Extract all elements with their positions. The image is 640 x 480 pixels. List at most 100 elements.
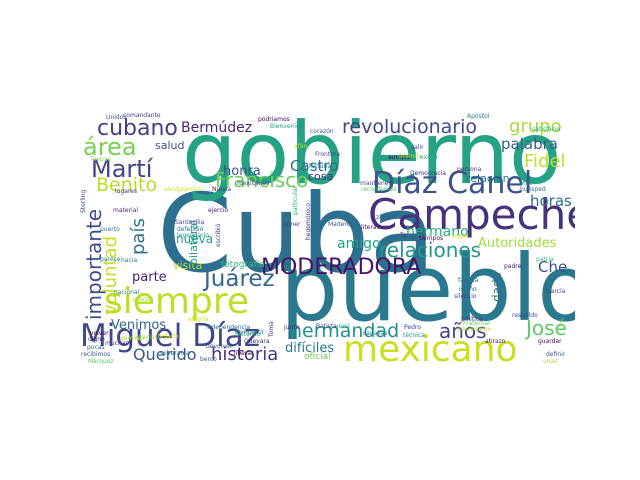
word: Villa [520,180,533,187]
word: puesto [133,296,154,303]
word: Batista [316,323,337,330]
word: técnica [403,332,425,339]
word: digno [88,336,105,343]
word: Santacilia [175,219,205,226]
word: Castro [290,157,339,175]
word: Frontera [315,151,341,158]
word: Democracia [410,170,446,177]
word: Madero [328,221,351,228]
word: Miguel Díaz [80,318,260,354]
word: compartir [235,329,265,336]
word: revolucionario [342,116,478,138]
word: patria [536,256,554,263]
word: hermandad [290,320,400,342]
word: defendió [177,226,204,233]
word: comandante [123,112,161,119]
word: venir [335,323,351,330]
word: fortuna [309,163,331,170]
word: material [113,207,139,214]
word: tiempos [419,235,444,242]
word: honra [223,164,261,179]
word: hermano [406,224,469,240]
word: voluntad [100,236,121,315]
word: periodismo [458,326,492,333]
word: junto [284,324,300,331]
word: mexicanas [237,180,270,187]
word: Pedro [404,324,421,331]
word: nacional [114,289,140,296]
word: siempre [104,281,249,322]
word: García [546,288,566,295]
word: área [83,133,137,161]
word: familia [458,277,479,284]
word: Juárez [204,266,275,292]
word: corazón [310,128,334,135]
word: nueva [176,232,214,246]
word: Cuba [157,172,436,297]
word: Che [538,258,568,276]
word: cubano [97,116,178,141]
word: política [461,316,483,323]
word: parece [100,256,121,263]
word: ejerció [208,207,229,214]
word: escribió [215,223,222,247]
word: afán [294,143,308,150]
word: existir [420,154,439,161]
word: amigo [337,236,381,252]
word: berco [200,356,217,363]
word: Unidos [106,114,127,121]
word: podriamos [258,116,290,123]
word: Venimos [111,318,167,333]
word: persona [457,166,482,173]
word: Nunca [212,186,232,193]
word: fotografía [221,260,265,270]
word: años [439,319,487,343]
word: gracias [136,334,158,341]
word: puerto [100,226,120,233]
word: país [128,218,149,255]
word: oficial [304,352,331,362]
word: abrazo [485,338,506,345]
word: unas [543,358,558,365]
word: muchas [105,340,129,347]
word: Francisco [215,168,309,192]
word: legado [158,333,179,340]
word: Benito [96,174,158,196]
word: canallas [363,330,388,337]
word: Martí [91,155,153,183]
word: guardar [538,338,562,345]
word: visita [173,259,203,272]
word: Granma [398,153,423,160]
word: relación [466,172,510,185]
word: histórico [235,331,261,338]
word: relaciones [379,238,482,262]
word: volver [90,330,109,337]
word: recordemos [361,186,397,193]
word: definir [546,351,566,358]
word: pueblo [280,235,575,342]
word: Querido [133,345,197,364]
word: Tampoco [400,232,427,239]
word: Sterling [80,189,87,213]
word: Apóstol [467,113,490,120]
word: Bienvenido [270,123,304,130]
word: historia [211,344,279,365]
word: Fraternal [463,320,490,327]
word: mexicano [343,329,518,366]
word: liberar [234,350,254,357]
word: Guevara [244,338,270,345]
word: palabra [501,135,558,153]
word: sugar [452,233,469,240]
word: MODERADORA [261,255,422,280]
word: padre [504,263,522,270]
word: José [526,316,567,340]
word: Campeche [368,190,575,239]
word: alegría [188,316,209,323]
word: satisfacer [532,126,562,133]
word: poner [283,221,301,228]
word: respaldo [512,312,538,319]
word: literatura [361,224,389,231]
word: parte [132,270,167,285]
word: zarpo [376,214,393,221]
word: silencio [454,293,477,300]
